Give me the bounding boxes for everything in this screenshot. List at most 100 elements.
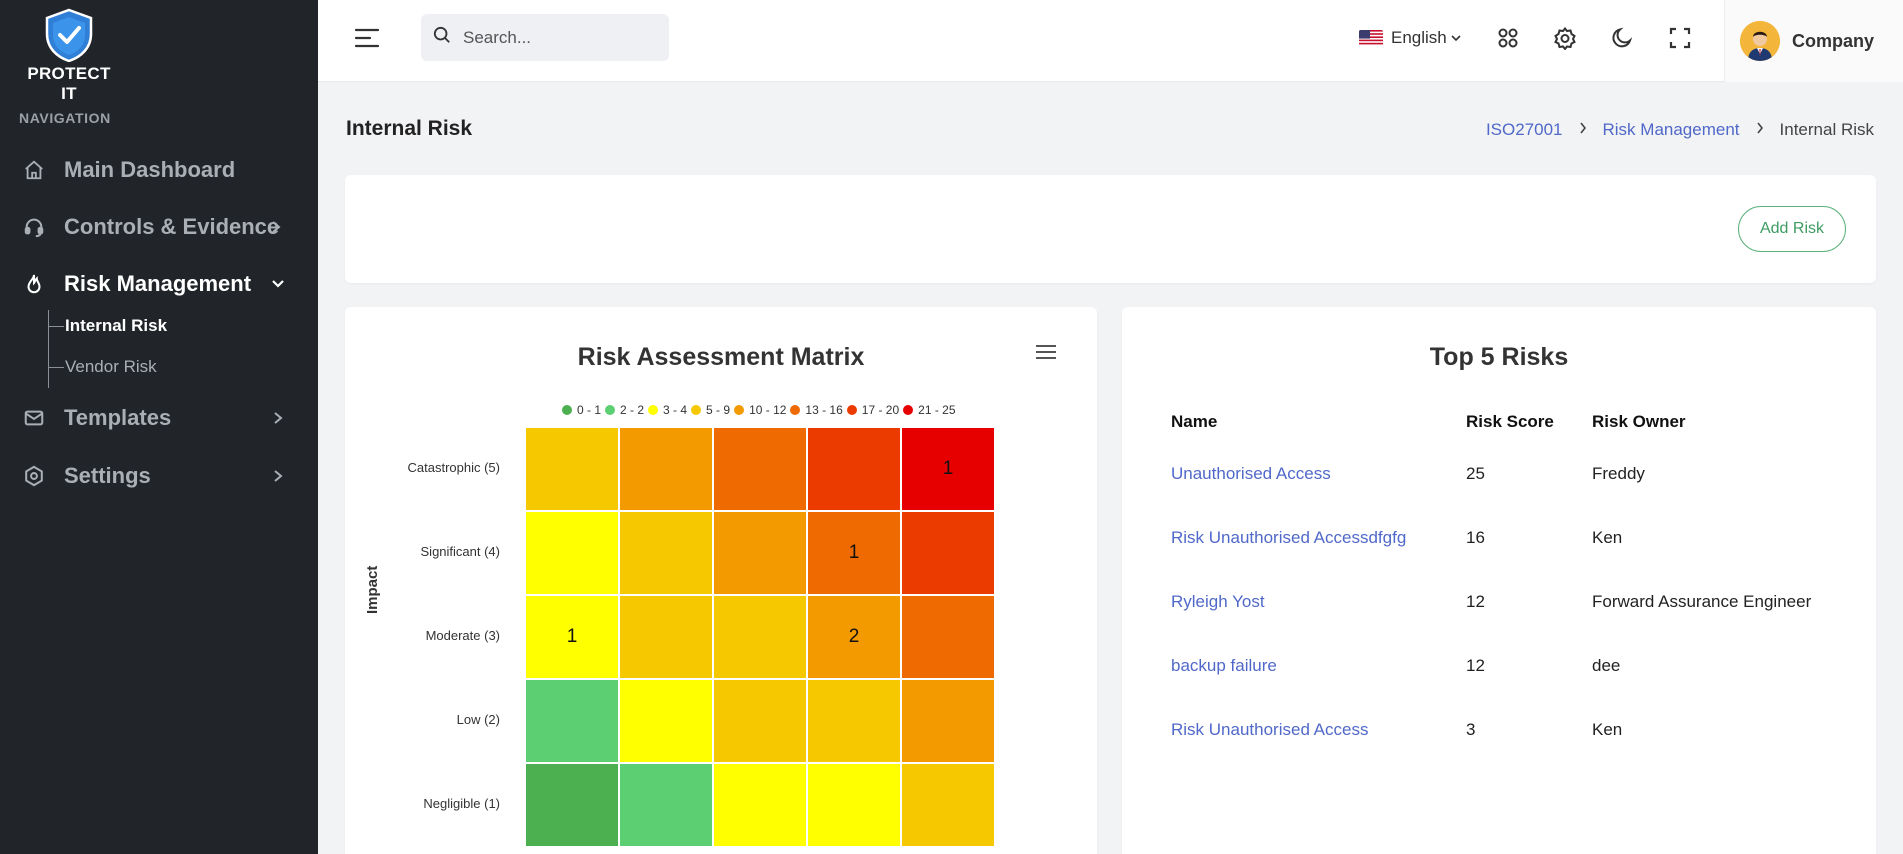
matrix-cell[interactable] xyxy=(901,679,995,763)
top-risks-card: Top 5 Risks Name Risk Score Risk Owner U… xyxy=(1122,307,1876,854)
chart-menu-icon[interactable] xyxy=(1035,343,1057,361)
matrix-cell[interactable] xyxy=(619,679,713,763)
logo[interactable]: PROTECT IT xyxy=(19,8,119,104)
risk-score-cell: 25 xyxy=(1466,464,1485,483)
matrix-cell[interactable] xyxy=(525,427,619,511)
sidebar-item-templates[interactable]: Templates xyxy=(0,394,318,442)
risk-name-link[interactable]: Unauthorised Access xyxy=(1171,464,1331,483)
risk-name-link[interactable]: Ryleigh Yost xyxy=(1171,592,1265,611)
legend-label: 2 - 2 xyxy=(620,403,645,417)
legend-label: 17 - 20 xyxy=(861,403,900,417)
column-header-name[interactable]: Name xyxy=(1171,412,1218,431)
matrix-cell[interactable]: 1 xyxy=(525,595,619,679)
matrix-cell[interactable] xyxy=(713,679,807,763)
legend-label: 0 - 1 xyxy=(577,403,602,417)
add-risk-button[interactable]: Add Risk xyxy=(1738,206,1846,252)
risk-owner-cell: Forward Assurance Engineer xyxy=(1592,592,1812,611)
risk-score-cell: 12 xyxy=(1466,592,1485,611)
legend-item[interactable]: 21 - 25 xyxy=(903,403,956,417)
matrix-cell[interactable] xyxy=(619,427,713,511)
sidebar-item-risk-management[interactable]: Risk Management xyxy=(0,260,318,308)
search-input[interactable] xyxy=(463,27,653,48)
breadcrumb-link-risk-management[interactable]: Risk Management xyxy=(1602,120,1740,139)
matrix-cell[interactable] xyxy=(713,595,807,679)
matrix-cell[interactable] xyxy=(807,427,901,511)
chevron-down-icon xyxy=(1451,34,1461,42)
matrix-cell[interactable]: 2 xyxy=(807,595,901,679)
sidebar-item-label: Main Dashboard xyxy=(64,157,236,182)
sidebar-subitem-internal-risk[interactable]: Internal Risk xyxy=(48,312,167,340)
legend-item[interactable]: 5 - 9 xyxy=(691,403,730,417)
risk-owner-cell: Ken xyxy=(1592,528,1623,547)
risk-name-link[interactable]: backup failure xyxy=(1171,656,1277,675)
matrix-cell[interactable] xyxy=(901,763,995,847)
matrix-cell[interactable] xyxy=(619,511,713,595)
legend-item[interactable]: 3 - 4 xyxy=(648,403,687,417)
matrix-y-axis-title: Impact xyxy=(364,565,381,614)
matrix-cell[interactable] xyxy=(807,763,901,847)
sidebar-item-main-dashboard[interactable]: Main Dashboard xyxy=(0,146,318,194)
breadcrumb: ISO27001 Risk Management Internal Risk xyxy=(1486,120,1874,140)
matrix-cell[interactable] xyxy=(713,511,807,595)
apps-grid-icon[interactable] xyxy=(1494,24,1522,52)
hamburger-menu-icon[interactable] xyxy=(354,26,380,50)
matrix-cell[interactable] xyxy=(713,763,807,847)
risk-name-cell: Ryleigh Yost xyxy=(1171,570,1466,634)
user-menu[interactable]: Company xyxy=(1724,0,1903,82)
chevron-right-icon xyxy=(1579,121,1587,139)
matrix-cell[interactable]: 1 xyxy=(807,511,901,595)
legend-dot xyxy=(734,405,745,415)
table-header-row: Name Risk Score Risk Owner xyxy=(1171,402,1852,442)
submenu-guide-line xyxy=(48,310,49,388)
legend-item[interactable]: 10 - 12 xyxy=(734,403,786,417)
page-title: Internal Risk xyxy=(346,117,473,140)
breadcrumb-link-iso27001[interactable]: ISO27001 xyxy=(1485,120,1563,139)
breadcrumb-current: Internal Risk xyxy=(1779,120,1874,139)
legend-item[interactable]: 13 - 16 xyxy=(790,403,843,417)
nav-heading: NAVIGATION xyxy=(19,110,111,126)
settings-icon xyxy=(22,464,46,488)
sidebar-item-settings[interactable]: Settings xyxy=(0,452,318,500)
shield-logo-icon xyxy=(45,8,93,62)
fullscreen-icon[interactable] xyxy=(1666,24,1694,52)
risk-name-cell: Unauthorised Access xyxy=(1171,442,1466,506)
legend-item[interactable]: 17 - 20 xyxy=(846,403,900,417)
matrix-cell[interactable] xyxy=(619,595,713,679)
moon-icon[interactable] xyxy=(1608,24,1636,52)
matrix-cell[interactable] xyxy=(807,679,901,763)
matrix-cell[interactable] xyxy=(713,427,807,511)
chevron-right-icon xyxy=(268,408,288,428)
table-row: Risk Unauthorised Accessdfgfg 16 Ken xyxy=(1171,506,1852,570)
matrix-cell[interactable] xyxy=(525,679,619,763)
matrix-cell[interactable] xyxy=(525,511,619,595)
column-header-risk-owner[interactable]: Risk Owner xyxy=(1592,412,1686,431)
matrix-y-label: Catastrophic (5) xyxy=(407,460,500,475)
risk-name-link[interactable]: Risk Unauthorised Accessdfgfg xyxy=(1171,528,1407,547)
risk-owner-cell: dee xyxy=(1592,656,1621,675)
sidebar-item-controls-evidence[interactable]: Controls & Evidence xyxy=(0,203,318,251)
matrix-cell[interactable] xyxy=(619,763,713,847)
column-header-risk-score[interactable]: Risk Score xyxy=(1466,412,1554,431)
matrix-y-label: Negligible (1) xyxy=(423,796,500,811)
gear-icon[interactable] xyxy=(1551,24,1579,52)
chevron-right-icon xyxy=(1756,121,1764,139)
matrix-cell[interactable]: 1 xyxy=(901,427,995,511)
risk-owner-cell: Freddy xyxy=(1592,464,1645,483)
table-row: Unauthorised Access 25 Freddy xyxy=(1171,442,1852,506)
sidebar-subitem-vendor-risk[interactable]: Vendor Risk xyxy=(48,353,157,381)
legend-item[interactable]: 2 - 2 xyxy=(605,403,644,417)
matrix-cell[interactable] xyxy=(525,763,619,847)
legend-item[interactable]: 0 - 1 xyxy=(562,403,601,417)
legend-dot xyxy=(846,405,857,415)
matrix-cell[interactable] xyxy=(901,511,995,595)
matrix-cell[interactable] xyxy=(901,595,995,679)
risk-matrix-title: Risk Assessment Matrix xyxy=(577,343,865,371)
risk-name-cell: Risk Unauthorised Accessdfgfg xyxy=(1171,506,1466,570)
logo-text: PROTECT IT xyxy=(27,64,111,103)
legend-dot xyxy=(562,405,572,415)
sidebar-item-label: Templates xyxy=(64,405,172,430)
risk-name-link[interactable]: Risk Unauthorised Access xyxy=(1171,720,1369,739)
search-box[interactable] xyxy=(421,14,669,61)
language-selector[interactable]: English xyxy=(1359,26,1461,50)
